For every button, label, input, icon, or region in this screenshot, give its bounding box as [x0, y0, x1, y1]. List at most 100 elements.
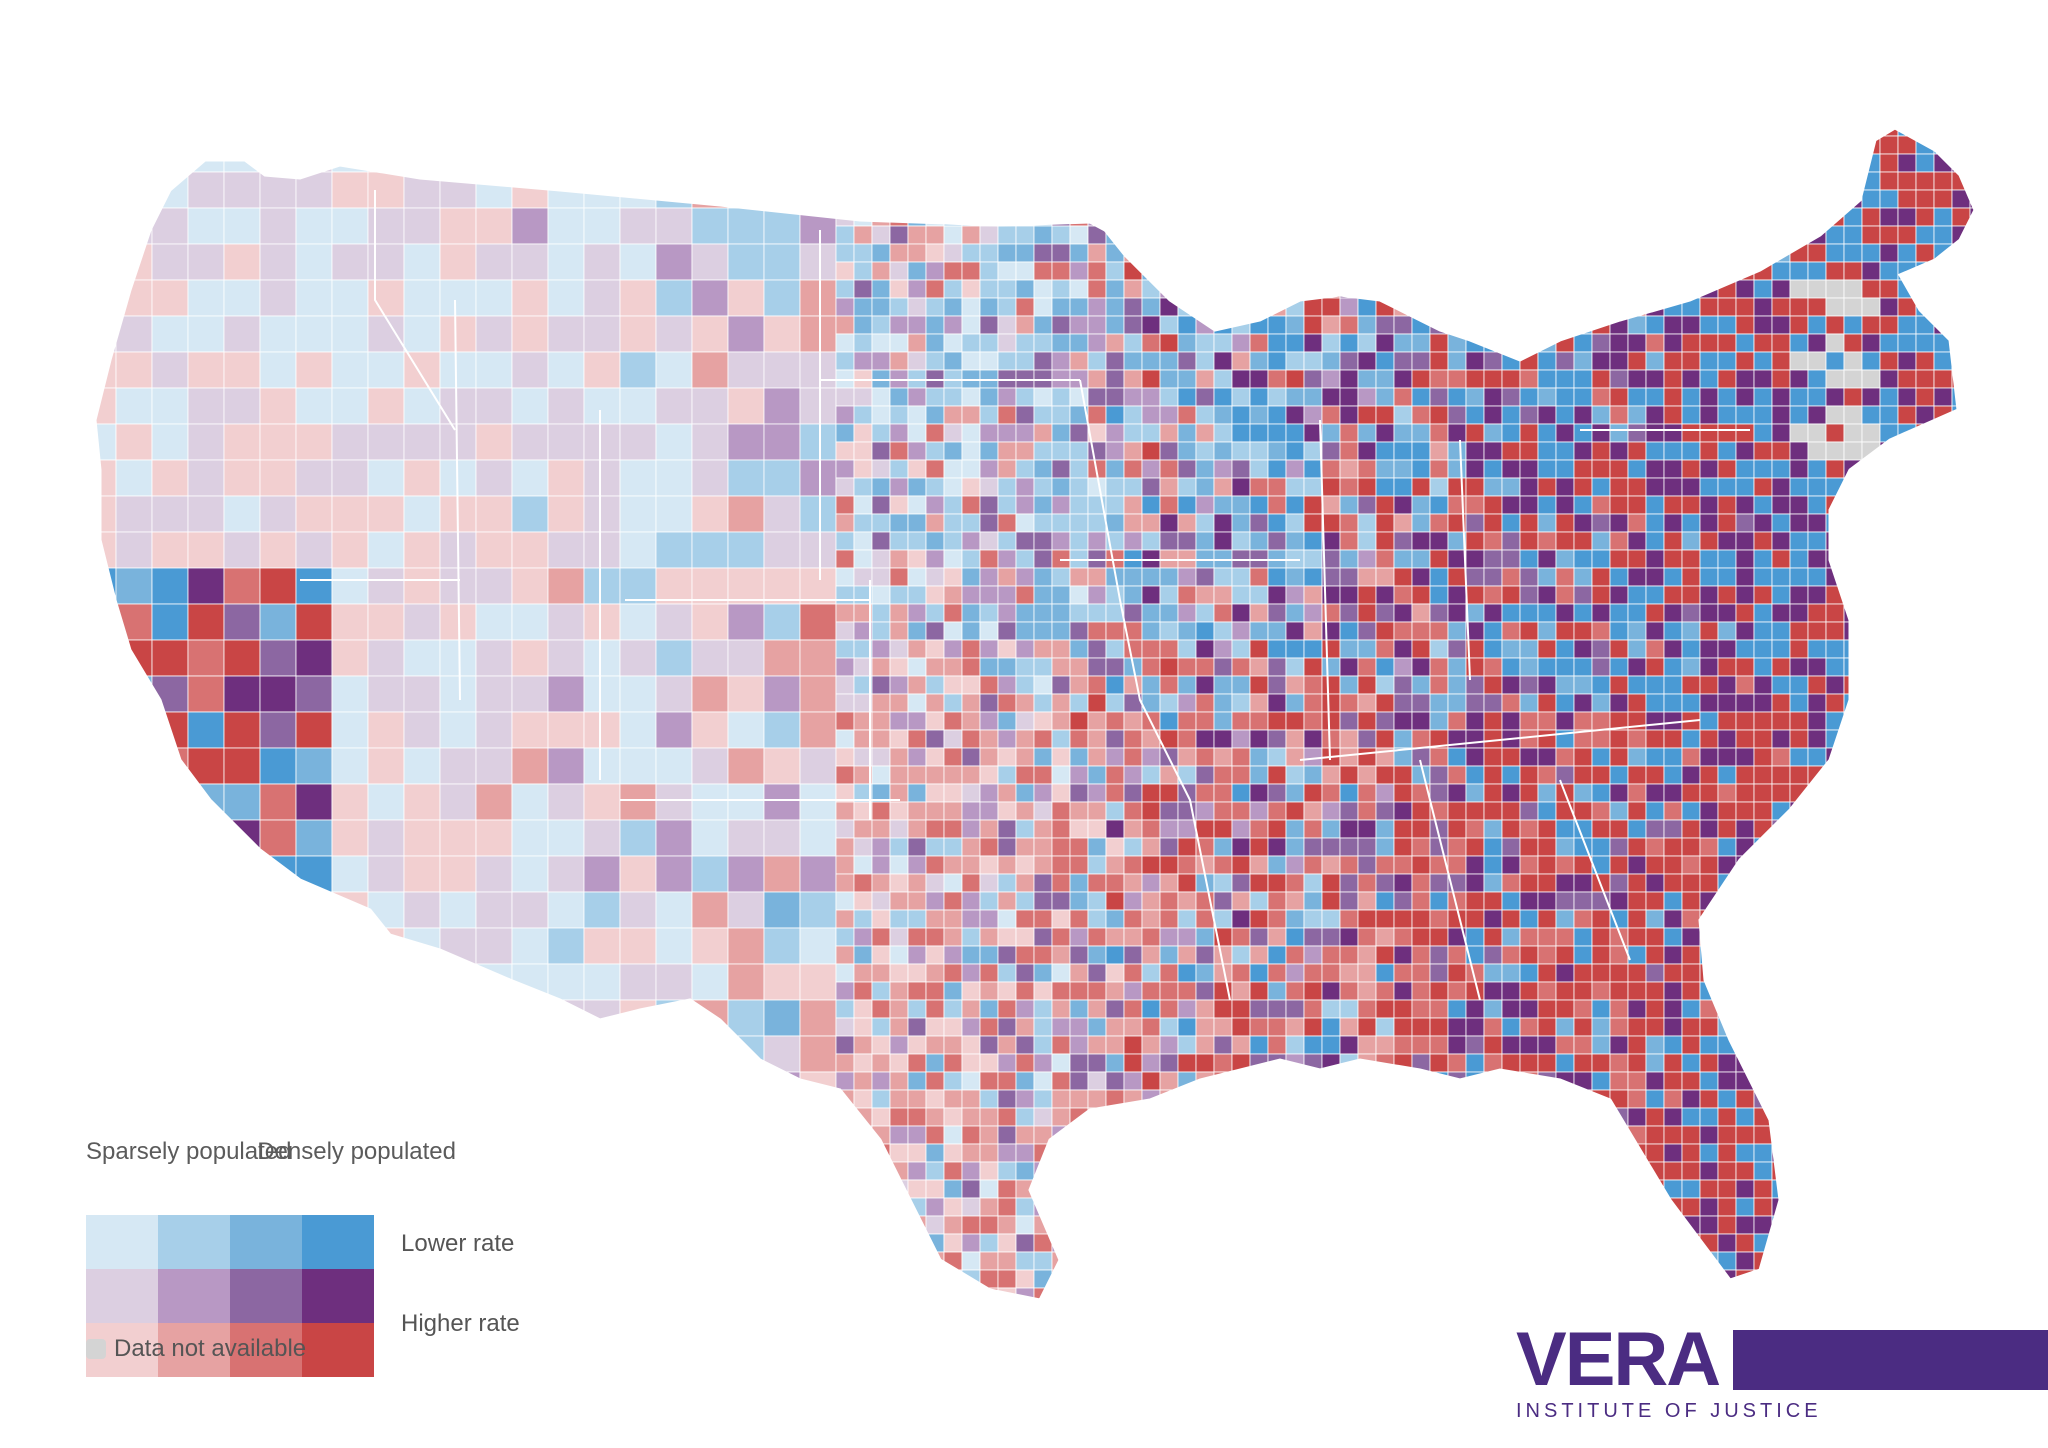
- county-tile: [1393, 1143, 1413, 1163]
- county-tile: [1717, 909, 1737, 929]
- county-tile: [151, 531, 189, 569]
- county-tile: [1969, 819, 1975, 839]
- county-tile: [1717, 333, 1737, 353]
- county-tile: [961, 225, 981, 245]
- county-tile: [1969, 171, 1975, 191]
- county-tile: [1051, 621, 1071, 641]
- county-tile: [997, 1107, 1017, 1127]
- county-tile: [1465, 567, 1485, 587]
- county-tile: [1483, 405, 1503, 425]
- county-tile: [475, 1071, 513, 1109]
- county-tile: [1573, 693, 1593, 713]
- county-tile: [1771, 621, 1791, 641]
- county-tile: [1231, 1035, 1251, 1055]
- county-tile: [1645, 945, 1665, 965]
- county-tile: [367, 819, 405, 857]
- county-tile: [1339, 128, 1359, 137]
- county-tile: [1447, 423, 1467, 443]
- county-tile: [1105, 333, 1125, 353]
- county-tile: [1087, 585, 1107, 605]
- county-tile: [1213, 693, 1233, 713]
- county-tile: [871, 621, 891, 641]
- county-tile: [1897, 873, 1917, 893]
- county-tile: [1177, 711, 1197, 731]
- county-tile: [115, 459, 153, 497]
- county-tile: [1321, 1071, 1341, 1091]
- county-tile: [1087, 891, 1107, 911]
- county-tile: [1393, 549, 1413, 569]
- county-tile: [1177, 423, 1197, 443]
- county-tile: [1231, 243, 1251, 263]
- county-tile: [1951, 711, 1971, 731]
- county-tile: [835, 459, 855, 479]
- county-tile: [1249, 441, 1269, 461]
- county-tile: [1339, 1251, 1359, 1271]
- county-tile: [1951, 1251, 1971, 1271]
- county-tile: [1699, 315, 1719, 335]
- county-tile: [1105, 729, 1125, 749]
- county-tile: [1555, 153, 1575, 173]
- county-tile: [1123, 189, 1143, 209]
- county-tile: [1069, 711, 1089, 731]
- county-tile: [1087, 1161, 1107, 1181]
- county-tile: [1933, 1179, 1953, 1199]
- county-tile: [943, 495, 963, 515]
- county-tile: [1501, 459, 1521, 479]
- county-tile: [1429, 513, 1449, 533]
- county-tile: [943, 513, 963, 533]
- county-tile: [1681, 261, 1701, 281]
- county-tile: [1753, 333, 1773, 353]
- county-tile: [1771, 1269, 1791, 1289]
- county-tile: [1339, 891, 1359, 911]
- county-tile: [1267, 999, 1287, 1019]
- county-tile: [1375, 1287, 1395, 1300]
- county-tile: [1285, 945, 1305, 965]
- county-tile: [1483, 279, 1503, 299]
- county-tile: [1771, 1035, 1791, 1055]
- county-tile: [1771, 657, 1791, 677]
- county-tile: [1897, 153, 1917, 173]
- county-tile: [1735, 801, 1755, 821]
- county-tile: [1969, 711, 1975, 731]
- county-tile: [727, 495, 765, 533]
- county-tile: [1285, 1107, 1305, 1127]
- county-tile: [1699, 603, 1719, 623]
- county-tile: [1789, 963, 1809, 983]
- county-tile: [1681, 693, 1701, 713]
- county-tile: [1087, 711, 1107, 731]
- county-tile: [871, 945, 891, 965]
- county-tile: [1483, 549, 1503, 569]
- county-tile: [1411, 477, 1431, 497]
- county-tile: [1681, 153, 1701, 173]
- county-tile: [1249, 297, 1269, 317]
- county-tile: [1123, 1107, 1143, 1127]
- county-tile: [1879, 531, 1899, 551]
- county-tile: [835, 243, 855, 263]
- county-tile: [1195, 279, 1215, 299]
- county-tile: [1411, 1107, 1431, 1127]
- county-tile: [1339, 189, 1359, 209]
- county-tile: [1843, 891, 1863, 911]
- county-tile: [1052, 100, 1070, 118]
- county-tile: [1627, 675, 1647, 695]
- county-tile: [1663, 243, 1683, 263]
- county-tile: [1861, 477, 1881, 497]
- county-tile: [1087, 1197, 1107, 1217]
- county-tile: [1159, 837, 1179, 857]
- county-tile: [1555, 531, 1575, 551]
- county-tile: [1123, 675, 1143, 695]
- county-tile: [1159, 369, 1179, 389]
- county-tile: [1573, 1251, 1593, 1271]
- county-tile: [1825, 675, 1845, 695]
- county-tile: [583, 675, 621, 713]
- county-tile: [1699, 297, 1719, 317]
- county-tile: [1915, 999, 1935, 1019]
- county-tile: [1915, 1107, 1935, 1127]
- county-tile: [95, 531, 117, 569]
- county-tile: [1141, 243, 1161, 263]
- county-tile: [1393, 315, 1413, 335]
- county-tile: [1609, 171, 1629, 191]
- county-tile: [1105, 1251, 1125, 1271]
- county-tile: [1861, 1035, 1881, 1055]
- county-tile: [799, 459, 837, 497]
